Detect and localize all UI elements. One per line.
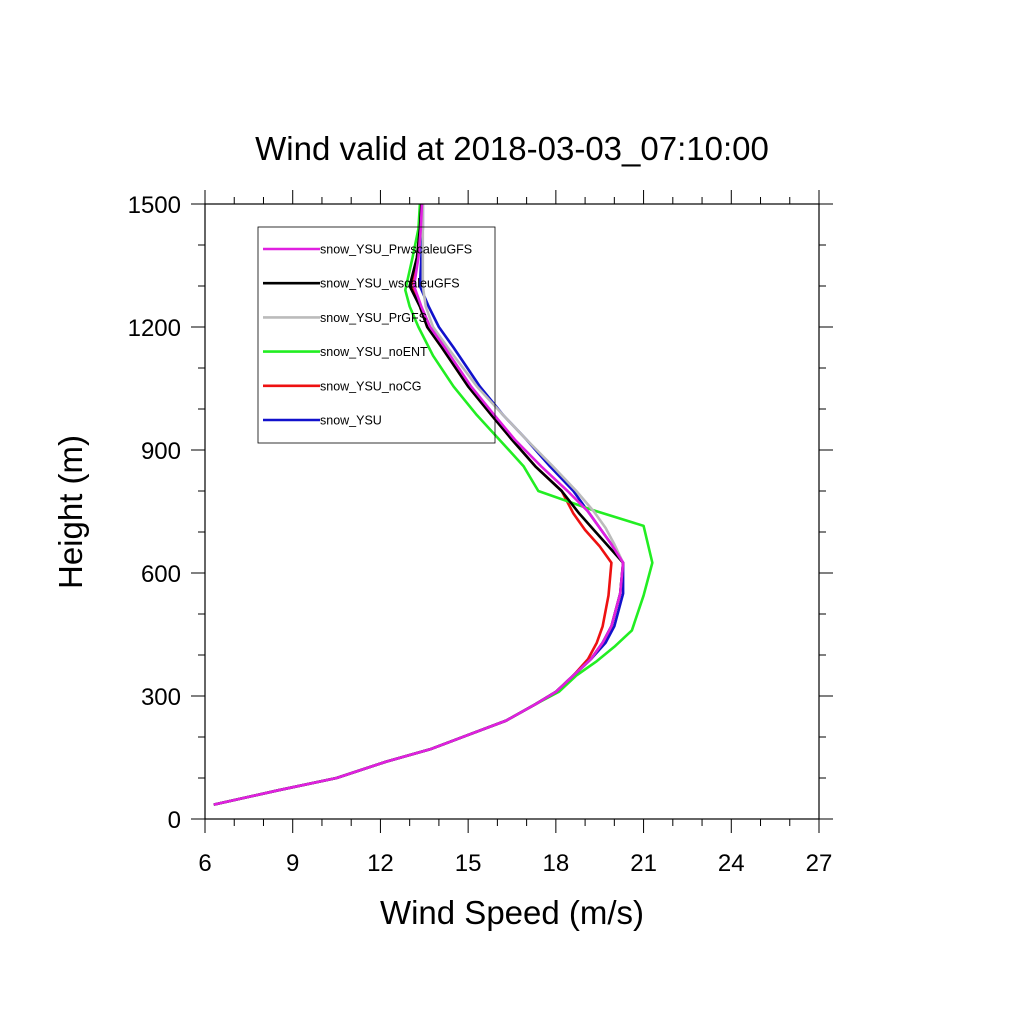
legend-entry: snow_YSU_noENT bbox=[320, 345, 428, 359]
y-tick-label: 0 bbox=[168, 807, 181, 834]
tick-labels: 6 9 12 15 18 21 24 27 0 300 600 900 1200 1500 bbox=[128, 192, 833, 877]
y-tick-label: 300 bbox=[141, 684, 181, 711]
axis-ticks bbox=[191, 190, 833, 833]
plot-frame bbox=[204, 203, 820, 820]
x-tick-label: 6 bbox=[198, 850, 211, 877]
plot-area bbox=[213, 203, 654, 806]
legend-entry: snow_YSU_wscaleuGFS bbox=[320, 277, 460, 291]
x-tick-label: 15 bbox=[455, 850, 482, 877]
y-tick-label: 600 bbox=[141, 561, 181, 588]
series-lines bbox=[213, 203, 654, 806]
legend-box bbox=[257, 226, 496, 444]
x-tick-label: 21 bbox=[630, 850, 657, 877]
y-tick-label: 1200 bbox=[128, 315, 181, 342]
x-tick-label: 9 bbox=[286, 850, 299, 877]
chart-title: Wind valid at 2018-03-03_07:10:00 bbox=[255, 130, 769, 167]
x-axis-label: Wind Speed (m/s) bbox=[380, 894, 644, 931]
y-tick-label: 1500 bbox=[128, 192, 181, 219]
legend-items: snow_YSU_PrwscaleuGFS snow_YSU_wscaleuGFS… bbox=[263, 243, 472, 428]
x-tick-label: 18 bbox=[543, 850, 570, 877]
legend: snow_YSU_PrwscaleuGFS snow_YSU_wscaleuGFS… bbox=[257, 226, 496, 444]
y-tick-label: 900 bbox=[141, 438, 181, 465]
x-tick-label: 27 bbox=[806, 850, 833, 877]
series-line-snow_YSU_PrwscaleuGFS bbox=[213, 203, 625, 806]
legend-entry: snow_YSU_noCG bbox=[320, 379, 421, 393]
x-tick-label: 24 bbox=[718, 850, 745, 877]
legend-entry: snow_YSU_PrGFS bbox=[320, 311, 427, 325]
x-tick-label: 12 bbox=[367, 850, 394, 877]
legend-entry: snow_YSU bbox=[320, 414, 382, 428]
legend-entry: snow_YSU_PrwscaleuGFS bbox=[320, 243, 472, 257]
y-axis-label: Height (m) bbox=[52, 435, 89, 589]
